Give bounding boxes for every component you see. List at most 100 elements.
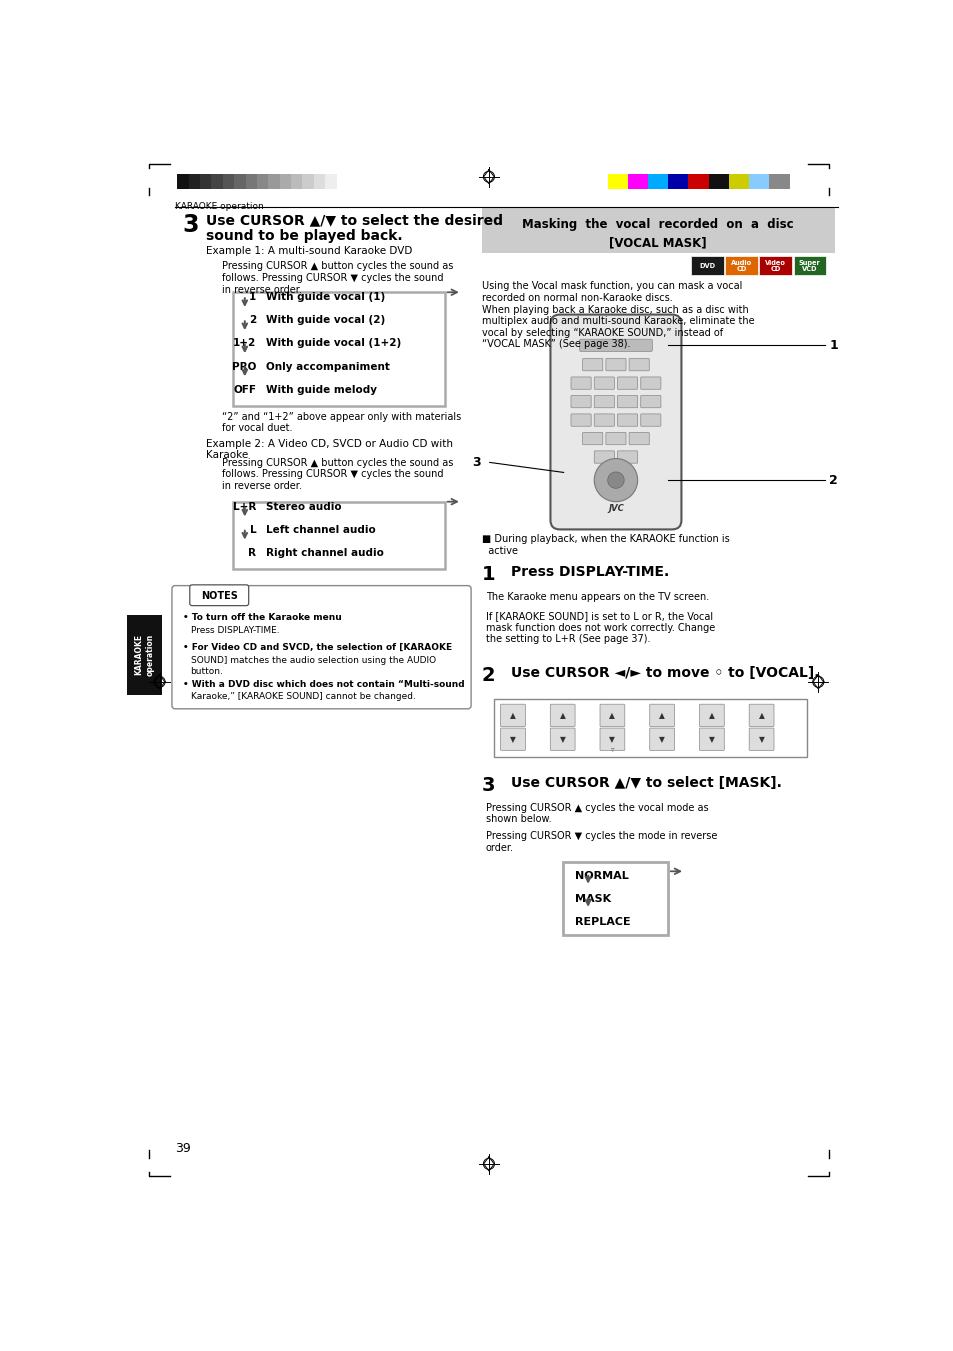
FancyBboxPatch shape (605, 432, 625, 444)
FancyBboxPatch shape (550, 315, 680, 530)
Text: Example 1: A multi-sound Karaoke DVD: Example 1: A multi-sound Karaoke DVD (206, 246, 412, 257)
Text: Use CURSOR ▲/▼ to select [MASK].: Use CURSOR ▲/▼ to select [MASK]. (511, 775, 781, 790)
Bar (256, 174, 268, 189)
Text: 2: 2 (828, 474, 837, 486)
Bar (291, 174, 302, 189)
FancyBboxPatch shape (571, 413, 591, 426)
Bar (302, 174, 314, 189)
FancyBboxPatch shape (190, 585, 249, 605)
Text: Super
VCD: Super VCD (798, 259, 820, 272)
Text: • With a DVD disc which does not contain “Multi-sound: • With a DVD disc which does not contain… (183, 681, 464, 689)
Text: 1: 1 (249, 292, 256, 303)
Bar (627, 174, 647, 189)
Bar (279, 174, 291, 189)
Bar (724, 257, 757, 276)
FancyBboxPatch shape (605, 358, 625, 370)
Text: Stereo audio: Stereo audio (266, 501, 342, 512)
FancyBboxPatch shape (500, 728, 525, 750)
Bar (233, 292, 444, 407)
FancyBboxPatch shape (699, 728, 723, 750)
Text: ▼: ▼ (609, 735, 615, 744)
Bar (314, 174, 325, 189)
FancyBboxPatch shape (594, 377, 614, 389)
Bar (562, 862, 667, 935)
FancyBboxPatch shape (699, 704, 723, 727)
FancyBboxPatch shape (500, 704, 525, 727)
FancyBboxPatch shape (649, 704, 674, 727)
Text: Use CURSOR ◄/► to move ◦ to [VOCAL].: Use CURSOR ◄/► to move ◦ to [VOCAL]. (511, 666, 819, 681)
Text: 1+2: 1+2 (233, 339, 256, 349)
FancyBboxPatch shape (628, 358, 649, 370)
Text: ▼: ▼ (659, 735, 664, 744)
FancyBboxPatch shape (748, 728, 773, 750)
Text: ■ During playback, when the KARAOKE function is
  active: ■ During playback, when the KARAOKE func… (481, 534, 729, 555)
FancyBboxPatch shape (640, 377, 660, 389)
Bar (607, 174, 627, 189)
Text: Masking  the  vocal  recorded  on  a  disc: Masking the vocal recorded on a disc (522, 219, 793, 231)
Text: Pressing CURSOR ▲ cycles the vocal mode as
shown below.: Pressing CURSOR ▲ cycles the vocal mode … (485, 802, 708, 824)
Text: SOUND] matches the audio selection using the AUDIO: SOUND] matches the audio selection using… (191, 655, 436, 665)
Text: 3: 3 (183, 213, 199, 236)
FancyBboxPatch shape (640, 396, 660, 408)
Text: ▲: ▲ (510, 711, 516, 720)
Bar (177, 174, 189, 189)
FancyBboxPatch shape (571, 396, 591, 408)
Bar (223, 174, 234, 189)
Text: 1: 1 (828, 339, 837, 351)
Text: REPLACE: REPLACE (575, 917, 630, 928)
Circle shape (594, 458, 637, 501)
Bar (234, 174, 245, 189)
Text: Press DISPLAY-TIME.: Press DISPLAY-TIME. (511, 565, 669, 578)
FancyBboxPatch shape (640, 413, 660, 426)
Text: ▼: ▼ (758, 735, 763, 744)
Bar (748, 174, 768, 189)
FancyBboxPatch shape (594, 396, 614, 408)
Bar (245, 174, 256, 189)
Text: • To turn off the Karaoke menu: • To turn off the Karaoke menu (183, 613, 341, 623)
FancyBboxPatch shape (594, 413, 614, 426)
Text: • For Video CD and SVCD, the selection of [KARAOKE: • For Video CD and SVCD, the selection o… (183, 643, 452, 651)
Bar (759, 257, 791, 276)
Text: 2: 2 (481, 666, 495, 685)
Text: Video
CD: Video CD (764, 259, 785, 272)
Text: L+R: L+R (233, 501, 256, 512)
Text: “2” and “1+2” above appear only with materials
for vocal duet.: “2” and “1+2” above appear only with mat… (221, 412, 460, 434)
Bar (688, 174, 708, 189)
Bar (793, 257, 825, 276)
Bar (268, 174, 279, 189)
Text: PRO: PRO (232, 362, 256, 372)
Bar (728, 174, 748, 189)
Text: DVD: DVD (699, 262, 715, 269)
Text: Karaoke,” [KARAOKE SOUND] cannot be changed.: Karaoke,” [KARAOKE SOUND] cannot be chan… (191, 692, 415, 701)
Text: Using the Vocal mask function, you can mask a vocal
recorded on normal non-Karao: Using the Vocal mask function, you can m… (481, 281, 754, 350)
Text: ▼: ▼ (559, 735, 565, 744)
Bar (708, 174, 728, 189)
Text: Example 2: A Video CD, SVCD or Audio CD with
Karaoke: Example 2: A Video CD, SVCD or Audio CD … (206, 439, 453, 461)
Text: Left channel audio: Left channel audio (266, 524, 375, 535)
FancyBboxPatch shape (617, 413, 637, 426)
Text: With guide vocal (1+2): With guide vocal (1+2) (266, 339, 401, 349)
Text: 39: 39 (174, 1143, 191, 1155)
Text: ▼: ▼ (510, 735, 516, 744)
Text: Audio
CD: Audio CD (730, 259, 751, 272)
Text: 2: 2 (249, 315, 256, 326)
Text: With guide melody: With guide melody (266, 385, 377, 394)
Text: button.: button. (191, 667, 223, 677)
Bar (200, 174, 212, 189)
FancyBboxPatch shape (649, 728, 674, 750)
Text: ▲: ▲ (708, 711, 714, 720)
Bar (647, 174, 667, 189)
Bar (691, 257, 723, 276)
Bar (481, 207, 834, 253)
FancyBboxPatch shape (617, 451, 637, 463)
Text: With guide vocal (2): With guide vocal (2) (266, 315, 385, 326)
FancyBboxPatch shape (599, 704, 624, 727)
Text: 3: 3 (472, 455, 480, 469)
Bar (233, 501, 444, 570)
Bar (493, 698, 806, 757)
Text: Pressing CURSOR ▼ cycles the mode in reverse
order.: Pressing CURSOR ▼ cycles the mode in rev… (485, 831, 717, 852)
Text: NOTES: NOTES (200, 590, 237, 601)
Text: Pressing CURSOR ▲ button cycles the sound as
follows. Pressing CURSOR ▼ cycles t: Pressing CURSOR ▲ button cycles the soun… (221, 458, 453, 490)
FancyBboxPatch shape (550, 704, 575, 727)
FancyBboxPatch shape (172, 585, 471, 709)
